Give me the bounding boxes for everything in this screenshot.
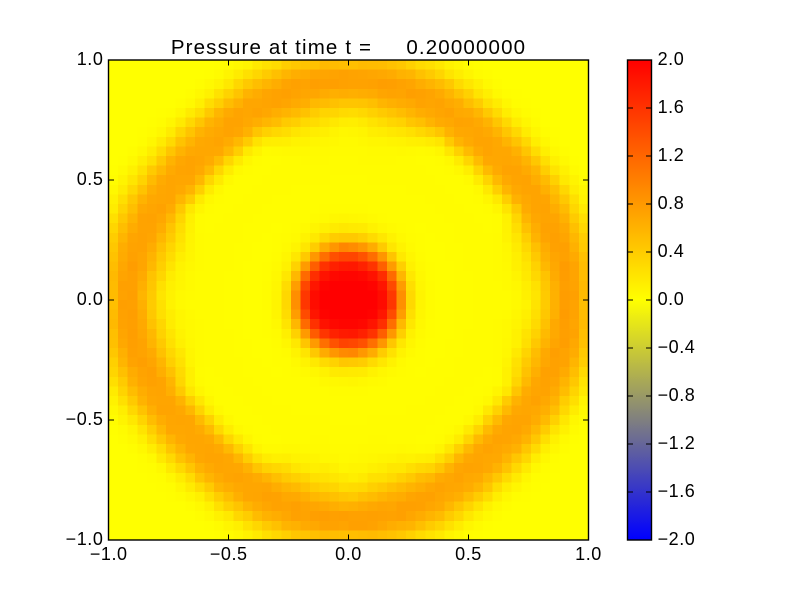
svg-text:1.0: 1.0 [575, 544, 602, 564]
svg-text:−0.4: −0.4 [658, 337, 696, 357]
svg-text:1.6: 1.6 [658, 97, 685, 117]
svg-text:−1.0: −1.0 [90, 544, 128, 564]
svg-text:Pressure at time t = 0.200: Pressure at time t = 0.20000000 [171, 36, 526, 59]
svg-text:0.0: 0.0 [77, 289, 104, 309]
svg-text:−0.8: −0.8 [658, 385, 696, 405]
svg-text:−1.2: −1.2 [658, 433, 696, 453]
svg-text:0.0: 0.0 [335, 544, 362, 564]
svg-text:−2.0: −2.0 [658, 529, 696, 549]
svg-text:0.0: 0.0 [658, 289, 685, 309]
svg-text:−1.6: −1.6 [658, 481, 696, 501]
svg-text:1.0: 1.0 [77, 49, 104, 69]
svg-text:2.0: 2.0 [658, 49, 685, 69]
svg-text:0.5: 0.5 [455, 544, 482, 564]
svg-text:−0.5: −0.5 [66, 409, 104, 429]
svg-text:−0.5: −0.5 [210, 544, 248, 564]
svg-text:0.5: 0.5 [77, 169, 104, 189]
svg-text:0.8: 0.8 [658, 193, 685, 213]
svg-text:1.2: 1.2 [658, 145, 685, 165]
svg-text:0.4: 0.4 [658, 241, 685, 261]
svg-text:−1.0: −1.0 [66, 529, 104, 549]
